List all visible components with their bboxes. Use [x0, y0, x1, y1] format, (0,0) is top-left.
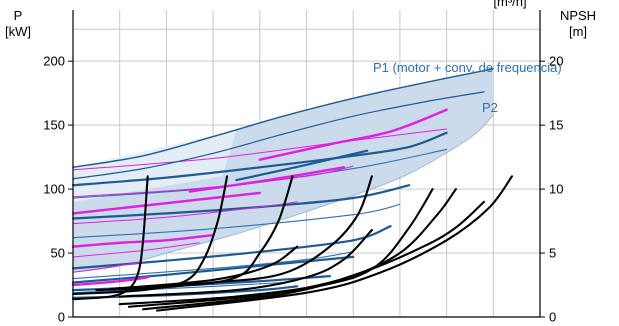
series-line-p1-envelope — [72, 68, 494, 168]
series-line-npsh — [95, 175, 294, 292]
series-line-npsh — [156, 175, 514, 312]
y-left-tick-label: 0 — [58, 310, 65, 325]
series-line-magenta-thin — [72, 128, 448, 171]
series-line-npsh — [109, 245, 299, 290]
axes — [68, 10, 545, 318]
series-line-magenta-thin — [72, 242, 200, 258]
y-right-tick-label: 20 — [549, 54, 563, 69]
y-right-tick-label: 15 — [549, 118, 563, 133]
series-group — [71, 68, 514, 312]
series-line-npsh — [71, 175, 229, 296]
series-line-mid-blue — [72, 203, 401, 239]
series-line-dark-blue — [71, 131, 448, 187]
series-line-npsh — [118, 228, 373, 298]
series-line-dark-blue — [71, 255, 355, 284]
series-line-npsh — [71, 175, 149, 301]
tick-labels: 0 50 100 150 200 0 5 10 15 20 — [43, 54, 563, 325]
series-line-magenta-thin — [72, 261, 144, 273]
x-unit-fragment: [m³/h] — [493, 0, 526, 9]
y-left-tick-label: 50 — [51, 246, 65, 261]
series-line-mid-blue — [72, 251, 354, 280]
y-left-tick-label: 100 — [43, 182, 65, 197]
y-right-label: NPSH — [560, 8, 596, 23]
y-left-label: P — [14, 8, 23, 23]
y-right-unit: [m] — [569, 24, 587, 39]
series-line-p2-upper — [72, 91, 485, 180]
series-line-p2-lower — [72, 114, 494, 273]
series-line-dark-blue — [235, 149, 369, 182]
series-line-mid-blue — [72, 281, 284, 294]
series-line-npsh — [142, 200, 486, 311]
y-left-unit: [kW] — [5, 24, 31, 39]
series-line-magenta-thin — [72, 201, 298, 225]
series-line-npsh — [118, 188, 434, 306]
annotation-p2: P2 — [482, 100, 498, 115]
series-line-magenta-bold — [188, 166, 346, 193]
series-line-npsh — [109, 175, 373, 290]
y-right-tick-label: 0 — [549, 310, 556, 325]
series-line-magenta-bold — [71, 191, 261, 215]
annotation-p1: P1 (motor + conv. de frequencia) — [373, 60, 562, 75]
y-left-tick-label: 150 — [43, 118, 65, 133]
y-left-tick-label: 200 — [43, 54, 65, 69]
y-right-tick-label: 10 — [549, 182, 563, 197]
series-line-magenta-bold — [71, 276, 149, 287]
series-line-magenta-bold — [258, 108, 448, 161]
y-right-tick-label: 5 — [549, 246, 556, 261]
